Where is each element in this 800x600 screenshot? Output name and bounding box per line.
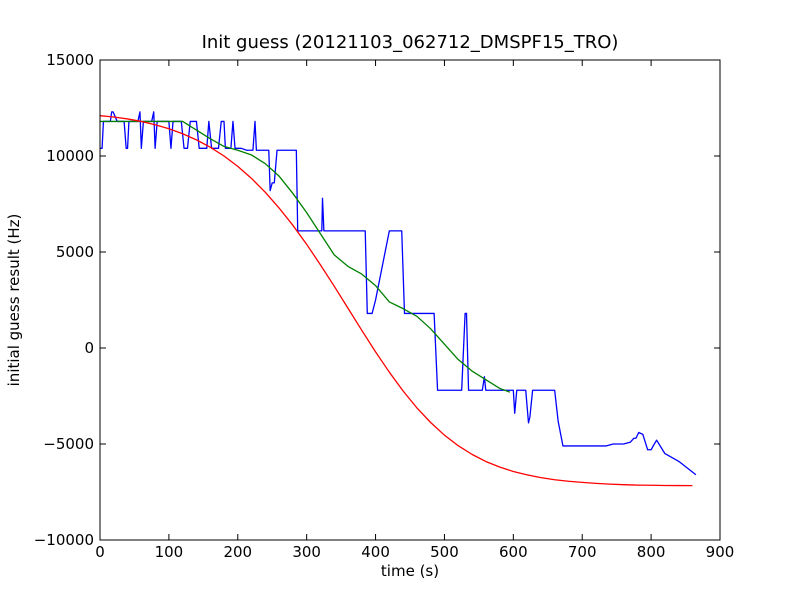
y-axis-label: initial guess result (Hz) (5, 214, 23, 387)
x-axis-ticks: 0 100 200 300 400 500 600 700 800 900 (95, 60, 734, 561)
x-tick-label-1: 100 (155, 543, 184, 561)
x-tick-label-3: 300 (292, 543, 321, 561)
y-axis-ticks: −10000 −5000 0 5000 10000 15000 (34, 51, 720, 549)
x-tick-label-9: 900 (706, 543, 735, 561)
y-tick-label-3: 5000 (56, 243, 94, 261)
x-tick-label-5: 500 (430, 543, 459, 561)
y-tick-label-0: −10000 (34, 531, 94, 549)
series-layer (99, 111, 697, 487)
plot-area: 0 100 200 300 400 500 600 700 800 900 −10000 −5000… (34, 51, 735, 561)
series-line-2 (100, 120, 511, 393)
x-tick-label-6: 600 (499, 543, 528, 561)
x-tick-label-0: 0 (95, 543, 105, 561)
chart-title: Init guess (20121103_062712_DMSPF15_TRO) (202, 32, 619, 53)
plot-background (100, 60, 720, 540)
y-tick-label-2: 0 (84, 339, 94, 357)
series-line-3 (99, 115, 693, 487)
x-tick-label-4: 400 (361, 543, 390, 561)
y-tick-label-1: −5000 (43, 435, 94, 453)
x-tick-label-2: 200 (223, 543, 252, 561)
plot-frame (99, 59, 721, 541)
x-tick-label-8: 800 (637, 543, 666, 561)
y-tick-label-4: 10000 (46, 147, 94, 165)
x-axis-label: time (s) (381, 562, 439, 580)
x-tick-label-7: 700 (568, 543, 597, 561)
y-tick-label-5: 15000 (46, 51, 94, 69)
